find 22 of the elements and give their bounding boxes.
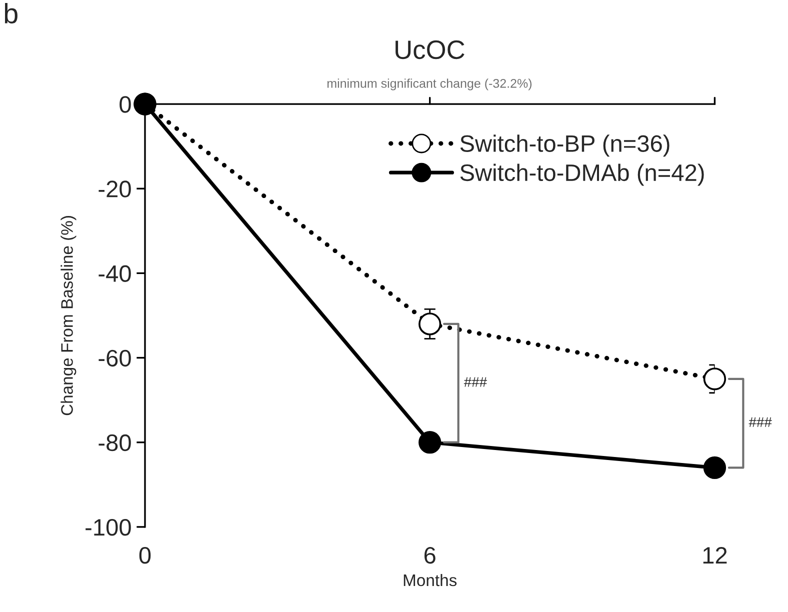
- x-tick-label: 0: [139, 547, 151, 564]
- x-axis-title: Months: [404, 574, 457, 586]
- legend-label: Switch-to-BP (n=36): [460, 134, 670, 157]
- y-tick-label: -20: [98, 180, 131, 198]
- legend-label: Switch-to-DMAb (n=42): [460, 164, 704, 186]
- y-tick-label: 0: [120, 96, 131, 113]
- point: [703, 456, 726, 480]
- point: [703, 368, 726, 390]
- point: [418, 312, 442, 336]
- x-tick-label: 12: [703, 547, 727, 564]
- y-tick-label: -80: [98, 434, 131, 452]
- point: [418, 431, 442, 454]
- y-axis-title: Change From Baseline (%): [60, 216, 76, 416]
- x-tick-label: 6: [424, 547, 436, 564]
- annotation: ###: [464, 377, 487, 387]
- y-tick-label: -40: [98, 265, 131, 282]
- chart-subtitle: minimum significant change (-32.2%): [327, 78, 532, 90]
- text: ###: [748, 417, 772, 427]
- y-tick-label: -100: [86, 519, 131, 536]
- y-tick-label: -60: [98, 350, 131, 367]
- chart-title: UcOC: [396, 40, 464, 60]
- text: b: [4, 3, 18, 24]
